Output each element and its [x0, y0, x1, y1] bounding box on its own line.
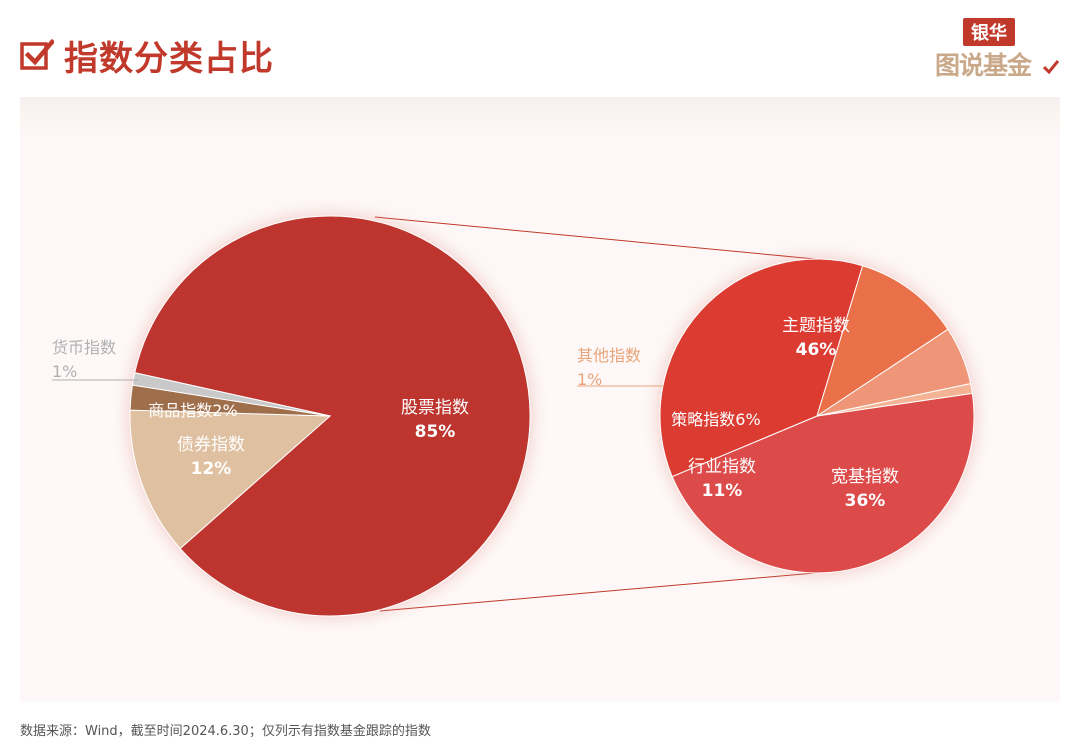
- label-detail-3: 策略指数6%: [671, 410, 760, 429]
- label-detail-1-value: 36%: [845, 491, 886, 511]
- label-detail-1-name: 宽基指数: [831, 467, 899, 487]
- detail-slice-0: [671, 392, 975, 574]
- label-detail-4-value: 1%: [577, 370, 602, 389]
- label-main-0-value: 85%: [415, 422, 456, 442]
- pie-charts: 股票指数 85% 债券指数 12% 商品指数2% 货币指数 1% 主题指数 46% 宽基指数 36%…: [52, 215, 975, 617]
- source-note: 数据来源：Wind，截至时间2024.6.30；仅列示有指数基金跟踪的指数: [20, 724, 431, 739]
- chart-panel: 股票指数 85% 债券指数 12% 商品指数2% 货币指数 1% 主题指数 46% 宽基指数 36%…: [20, 97, 1060, 702]
- label-main-3-value: 1%: [52, 362, 77, 381]
- pie-main: [129, 215, 531, 617]
- brand-logo: 银华 图说基金: [935, 18, 1060, 80]
- main-slice-3: [131, 372, 331, 417]
- detail-slice-2: [816, 265, 949, 418]
- label-detail-2-value: 11%: [702, 481, 743, 501]
- connector-lines: [374, 216, 816, 612]
- main-slice-0: [134, 215, 531, 617]
- logo-bottom-text: 图说基金: [935, 51, 1032, 80]
- label-main-0-name: 股票指数: [401, 398, 469, 418]
- pie-detail: [659, 258, 975, 574]
- detail-slice-4: [816, 383, 973, 417]
- label-main-3-name: 货币指数: [52, 338, 116, 357]
- check-icon: [1043, 60, 1059, 74]
- main-slice-1: [129, 409, 332, 550]
- label-main-2: 商品指数2%: [148, 401, 237, 420]
- label-main-1-name: 债券指数: [177, 435, 245, 455]
- label-detail-4-name: 其他指数: [577, 346, 641, 365]
- detail-slice-1: [659, 258, 864, 478]
- label-main-1-value: 12%: [191, 459, 232, 479]
- label-detail-0-value: 46%: [796, 340, 837, 360]
- page-title: 指数分类占比: [64, 38, 274, 79]
- connector-top: [374, 216, 816, 260]
- header: 指数分类占比: [20, 30, 274, 80]
- checkbox-icon: [20, 38, 54, 70]
- label-detail-2-name: 行业指数: [688, 457, 756, 477]
- logo-top-text: 银华: [963, 18, 1015, 46]
- connector-bottom: [379, 572, 816, 612]
- label-detail-0-name: 主题指数: [782, 316, 850, 336]
- slice-labels: 股票指数 85% 债券指数 12% 商品指数2% 货币指数 1% 主题指数 46% 宽基指数 36%…: [52, 316, 899, 511]
